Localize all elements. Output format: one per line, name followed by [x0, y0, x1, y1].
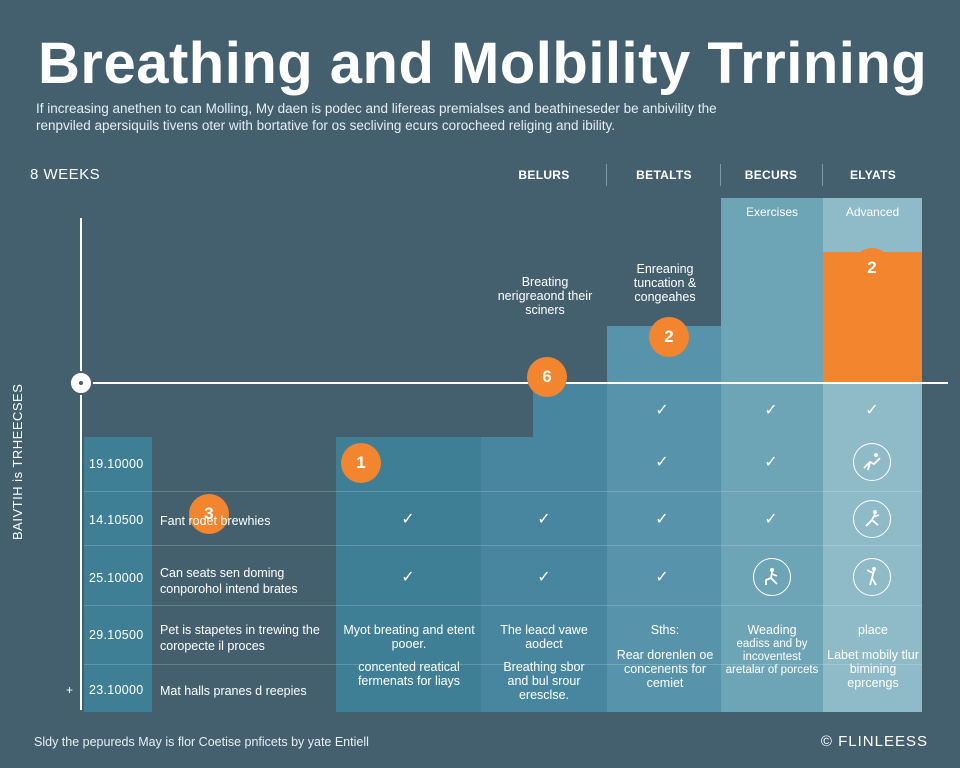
row-text-5: Mat halls pranes d reepies [160, 684, 307, 698]
row-value-2: 14.10500 [89, 513, 144, 527]
check-icon: ✓ [655, 511, 669, 528]
cell-c1-top: Myot breating and etent pooer. [343, 623, 475, 651]
page-title: Breathing and Molbility Trrining [38, 31, 928, 96]
y-axis-title: BAIVTIH is TRHEECSES [10, 383, 25, 540]
cell-c3-bottom: Rear dorenlen oe concenents for cemiet [616, 648, 714, 690]
row-divider [84, 664, 922, 665]
cell-c2-bottom: Breathing sbor and bul srour eresclse. [503, 660, 585, 702]
plus-marker: + [66, 683, 74, 697]
check-icon: ✓ [401, 569, 415, 586]
check-icon: ✓ [655, 569, 669, 586]
baseline-line [82, 382, 948, 384]
column-header-2: BETALTS [636, 168, 692, 182]
row-value-1: 19.10000 [89, 457, 144, 471]
column-header-3: BECURS [744, 168, 798, 182]
step-block-2b [533, 384, 607, 712]
y-axis-line [80, 218, 82, 710]
intro-paragraph: If increasing anethen to can Molling, My… [36, 101, 717, 133]
step-block-4 [721, 198, 823, 712]
row-value-3: 25.10000 [89, 571, 144, 585]
badge-two-top: 2 [852, 248, 892, 288]
column-header-1: BELURS [518, 168, 570, 182]
cell-c3-top: Sths: [650, 623, 680, 637]
cell-c1-bottom: concented reatical fermenats for liays [357, 660, 461, 688]
check-icon: ✓ [655, 402, 669, 419]
check-icon: ✓ [865, 402, 879, 419]
cell-c5-bottom: Labet mobily tlur bimining eprcengs [827, 648, 919, 690]
check-icon: ✓ [537, 569, 551, 586]
check-icon: ✓ [764, 402, 778, 419]
row-value-5: 23.10000 [89, 683, 144, 697]
row-divider [84, 491, 922, 492]
brand-logo: © FLINLEESS [820, 733, 928, 750]
check-icon: ✓ [401, 511, 415, 528]
tier-label-exercises: Exercises [745, 205, 798, 219]
cell-c5-top: place [858, 623, 888, 637]
enreaning-note: Enreaning tuncation & congeahes [633, 262, 697, 304]
step-block-3 [607, 326, 721, 712]
column-divider [822, 164, 823, 186]
kneeling-person-icon [753, 558, 791, 596]
axis-origin-node [69, 371, 93, 395]
cell-c4-bottom: eadiss and by incoventest aretalar of po… [725, 638, 819, 676]
row-divider [84, 605, 922, 606]
step-block-2a [481, 437, 533, 712]
cell-c4-top: Weading [747, 623, 797, 637]
row-label-block [84, 437, 152, 712]
row-divider [84, 545, 922, 546]
check-icon: ✓ [764, 511, 778, 528]
weeks-label: 8 WEEKS [30, 166, 101, 183]
lunge-person-icon [853, 500, 891, 538]
cell-c2-top: The leacd vawe aodect [500, 623, 588, 651]
check-icon: ✓ [764, 454, 778, 471]
breathing-note: Breating nerigreaond their sciners [497, 275, 593, 317]
badge-six: 6 [527, 357, 567, 397]
tier-label-advanced: Advanced [845, 205, 900, 219]
column-divider [720, 164, 721, 186]
badge-one: 1 [341, 443, 381, 483]
row-value-4: 29.10500 [89, 628, 144, 642]
row-text-2: Fant rodet brewhies [160, 514, 271, 528]
standing-stretch-icon [853, 558, 891, 596]
footer-note: Sldy the pepureds May is flor Coetise pn… [34, 735, 369, 749]
check-icon: ✓ [655, 454, 669, 471]
row-text-4: Pet is stapetes in trewing the coropecte… [160, 623, 320, 653]
column-header-4: ELYATS [849, 168, 897, 182]
row-text-3: Can seats sen doming conporohol intend b… [160, 566, 298, 596]
check-icon: ✓ [537, 511, 551, 528]
badge-two-mid: 2 [649, 317, 689, 357]
stretch-person-icon [853, 443, 891, 481]
column-divider [606, 164, 607, 186]
badge-three: 3 [189, 494, 229, 534]
